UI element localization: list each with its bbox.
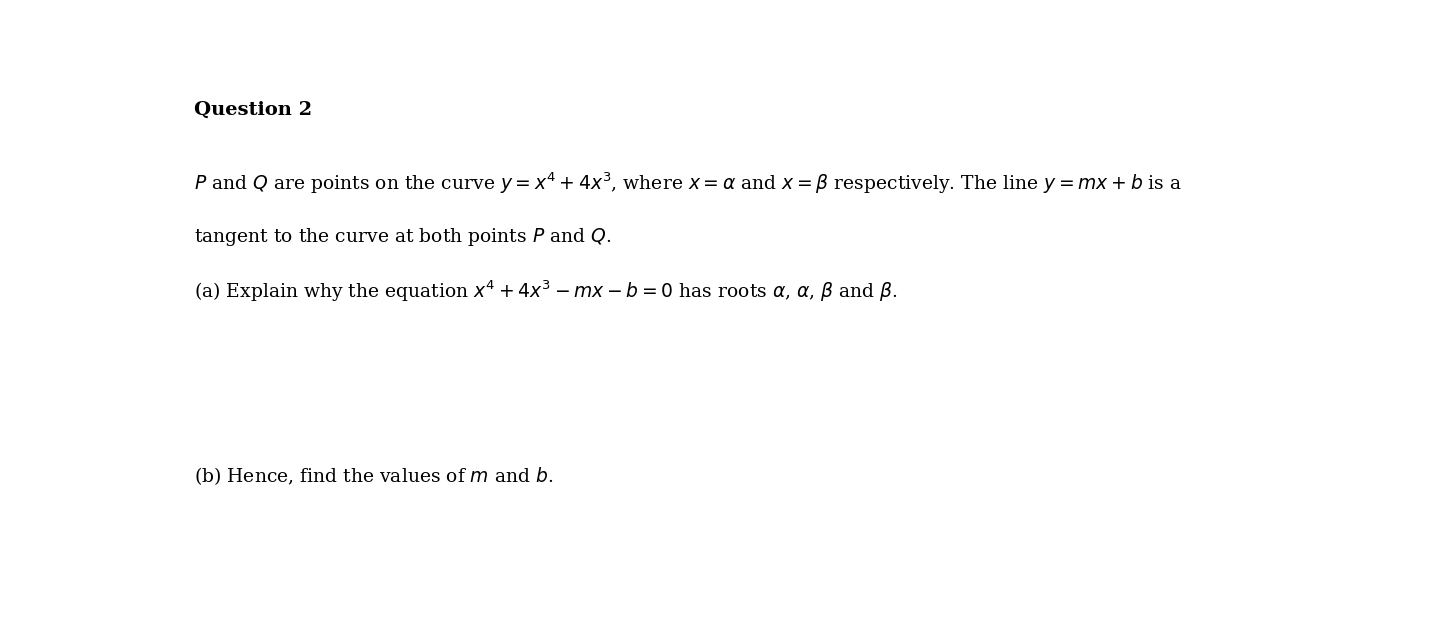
- Text: (b) Hence, find the values of $m$ and $b$.: (b) Hence, find the values of $m$ and $b…: [194, 465, 553, 487]
- Text: (a) Explain why the equation $x^4+4x^3-mx-b=0$ has roots $\alpha$, $\alpha$, $\b: (a) Explain why the equation $x^4+4x^3-m…: [194, 278, 898, 304]
- Text: $P$ and $Q$ are points on the curve $y=x^4+4x^3$, where $x=\alpha$ and $x=\beta$: $P$ and $Q$ are points on the curve $y=x…: [194, 170, 1182, 196]
- Text: Question 2: Question 2: [194, 101, 312, 119]
- Text: tangent to the curve at both points $P$ and $Q$.: tangent to the curve at both points $P$ …: [194, 226, 612, 248]
